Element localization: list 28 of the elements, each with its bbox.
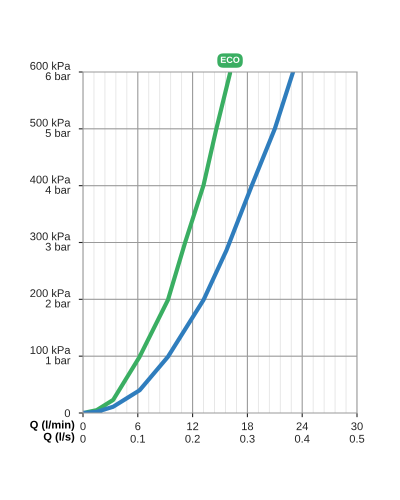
y-tick-label: 600 kPa bbox=[30, 62, 70, 70]
y2-tick-label: 4 bar bbox=[45, 186, 70, 194]
x-axis-title: Q (l/min) bbox=[30, 420, 74, 431]
series-label: ECO bbox=[220, 56, 240, 64]
y2-tick-label: 1 bar bbox=[46, 356, 70, 364]
x2-tick-label: 0 bbox=[80, 434, 86, 443]
x2-tick-label: 0.5 bbox=[350, 434, 364, 443]
y-tick-label: 400 kPa bbox=[30, 175, 70, 184]
y-tick-label: 200 kPa bbox=[30, 288, 70, 298]
x2-tick-label: 0.3 bbox=[240, 434, 255, 443]
x-tick-label: 18 bbox=[242, 422, 254, 430]
x-tick-label: 30 bbox=[351, 422, 363, 430]
y-tick-label: 500 kPa bbox=[30, 118, 70, 127]
x2-tick-label: 0.1 bbox=[130, 434, 145, 443]
y-tick-label: 100 kPa bbox=[30, 346, 70, 354]
x2-axis-title: Q (l/s) bbox=[44, 432, 74, 443]
x2-tick-label: 0.4 bbox=[294, 434, 310, 443]
x-tick-label: 6 bbox=[135, 422, 140, 430]
x-tick-label: 0 bbox=[80, 422, 86, 430]
y-tick-label: 0 bbox=[64, 409, 70, 418]
y2-tick-label: 5 bar bbox=[46, 128, 70, 137]
y2-tick-label: 3 bar bbox=[46, 242, 70, 251]
y2-tick-label: 2 bar bbox=[46, 299, 70, 308]
x-tick-label: 12 bbox=[187, 422, 198, 430]
y-tick-label: 300 kPa bbox=[30, 232, 70, 240]
y2-tick-label: 6 bar bbox=[46, 72, 70, 80]
x-tick-label: 24 bbox=[296, 422, 308, 430]
x2-tick-label: 0.2 bbox=[185, 434, 200, 443]
